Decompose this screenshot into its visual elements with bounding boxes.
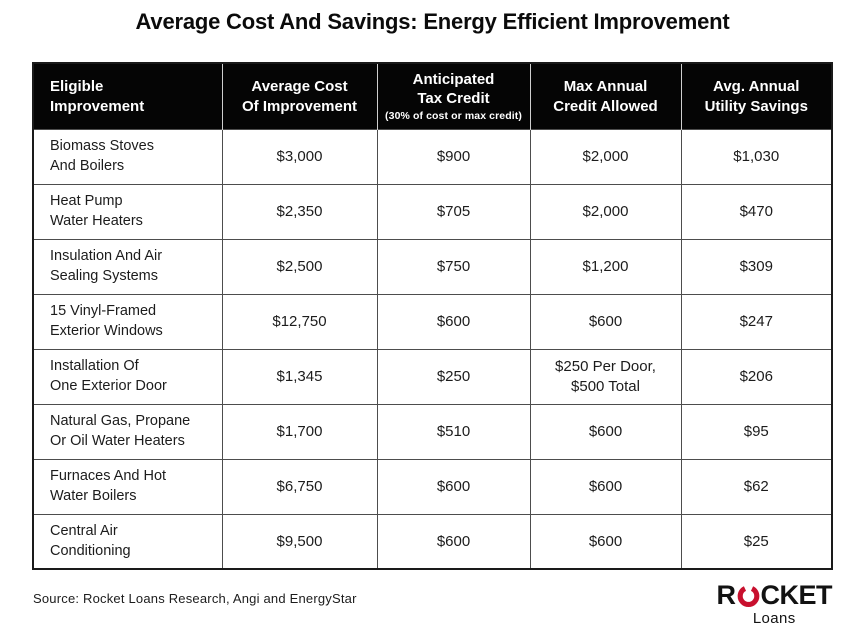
logo-text-right: CKET (760, 580, 833, 611)
table-body: Biomass Stoves And Boilers $3,000 $900 $… (32, 128, 833, 570)
table-row: Insulation And Air Sealing Systems $2,50… (32, 238, 833, 295)
table-header-row: Eligible Improvement Average Cost Of Imp… (33, 63, 832, 130)
page-title: Average Cost And Savings: Energy Efficie… (135, 9, 730, 34)
cell-avg-cost: $3,000 (221, 128, 378, 185)
header-label: Avg. Annual Utility Savings (704, 78, 808, 115)
header-max-annual-credit: Max Annual Credit Allowed (529, 63, 681, 130)
header-label: Anticipated Tax Credit (412, 70, 495, 108)
cell-max-credit: $250 Per Door, $500 Total (529, 348, 682, 405)
cell-improvement: Insulation And Air Sealing Systems (32, 238, 223, 295)
cell-tax-credit: $600 (376, 513, 531, 570)
cell-tax-credit: $900 (376, 128, 531, 185)
cell-avg-cost: $9,500 (221, 513, 378, 570)
cell-utility-savings: $247 (680, 293, 833, 350)
table-row: Central Air Conditioning $9,500 $600 $60… (32, 513, 833, 570)
cell-avg-cost: $1,700 (221, 403, 378, 460)
cell-max-credit: $2,000 (529, 128, 682, 185)
rocket-logo-o-icon (737, 585, 759, 608)
cell-avg-cost: $2,350 (221, 183, 378, 240)
cell-avg-cost: $6,750 (221, 458, 378, 515)
energy-improvements-table: Eligible Improvement Average Cost Of Imp… (32, 62, 833, 571)
logo-text-left: R (716, 580, 737, 611)
cell-max-credit: $600 (529, 513, 682, 570)
table-row: Installation Of One Exterior Door $1,345… (32, 348, 833, 405)
source-note: Source: Rocket Loans Research, Angi and … (33, 591, 357, 607)
header-eligible-improvement: Eligible Improvement (33, 63, 222, 130)
logo-subtext: Loans (752, 610, 796, 628)
table-header: Eligible Improvement Average Cost Of Imp… (33, 63, 832, 130)
header-label: Eligible Improvement (50, 78, 145, 115)
rocket-loans-logo: R CKET Loans (717, 582, 833, 628)
rocket-logo-o-ring (737, 585, 759, 608)
cell-utility-savings: $470 (680, 183, 833, 240)
cell-tax-credit: $750 (376, 238, 531, 295)
cell-utility-savings: $95 (680, 403, 833, 460)
header-label: Max Annual Credit Allowed (553, 78, 658, 115)
cell-improvement: Heat Pump Water Heaters (32, 183, 223, 240)
cell-tax-credit: $510 (376, 403, 531, 460)
cell-max-credit: $2,000 (529, 183, 682, 240)
cell-improvement: Biomass Stoves And Boilers (32, 128, 223, 185)
cell-max-credit: $600 (529, 458, 682, 515)
cell-improvement: Natural Gas, Propane Or Oil Water Heater… (32, 403, 223, 460)
cell-utility-savings: $309 (680, 238, 833, 295)
cell-tax-credit: $705 (376, 183, 531, 240)
header-note: (30% of cost or max credit) (385, 109, 522, 122)
cell-utility-savings: $62 (680, 458, 833, 515)
cell-tax-credit: $600 (376, 458, 531, 515)
cell-tax-credit: $250 (376, 348, 531, 405)
table-row: Heat Pump Water Heaters $2,350 $705 $2,0… (32, 183, 833, 240)
cell-tax-credit: $600 (376, 293, 531, 350)
footer: Source: Rocket Loans Research, Angi and … (33, 582, 833, 628)
cell-improvement: Central Air Conditioning (32, 513, 223, 570)
cell-max-credit: $600 (529, 293, 682, 350)
table-row: Biomass Stoves And Boilers $3,000 $900 $… (32, 128, 833, 185)
logo-wordmark: R CKET (717, 582, 833, 609)
cell-improvement: Furnaces And Hot Water Boilers (32, 458, 223, 515)
cell-utility-savings: $1,030 (680, 128, 833, 185)
cell-utility-savings: $206 (680, 348, 833, 405)
table-row: Natural Gas, Propane Or Oil Water Heater… (32, 403, 833, 460)
cell-max-credit: $1,200 (529, 238, 682, 295)
header-anticipated-tax-credit: Anticipated Tax Credit (30% of cost or m… (376, 63, 530, 130)
header-avg-annual-utility-savings: Avg. Annual Utility Savings (680, 63, 832, 130)
header-label: Average Cost Of Improvement (241, 78, 358, 115)
table-row: 15 Vinyl-Framed Exterior Windows $12,750… (32, 293, 833, 350)
cell-avg-cost: $1,345 (221, 348, 378, 405)
table-row: Furnaces And Hot Water Boilers $6,750 $6… (32, 458, 833, 515)
cell-max-credit: $600 (529, 403, 682, 460)
cell-avg-cost: $2,500 (221, 238, 378, 295)
cell-improvement: 15 Vinyl-Framed Exterior Windows (32, 293, 223, 350)
cell-avg-cost: $12,750 (221, 293, 378, 350)
cell-utility-savings: $25 (680, 513, 833, 570)
cell-improvement: Installation Of One Exterior Door (32, 348, 223, 405)
header-average-cost: Average Cost Of Improvement (221, 63, 377, 130)
